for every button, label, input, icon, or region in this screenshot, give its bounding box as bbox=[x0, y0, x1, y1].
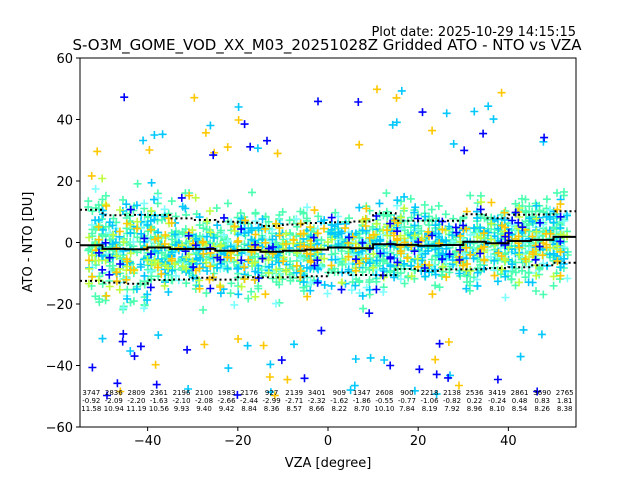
y-tick-label: 60 bbox=[56, 52, 73, 67]
bin-mean-label: -2.99 bbox=[263, 397, 281, 405]
bin-mean-label: -0.92 bbox=[82, 397, 100, 405]
chart-title: S-O3M_GOME_VOD_XX_M03_20251028Z Gridded … bbox=[72, 36, 582, 55]
bin-count-label: 2100 bbox=[195, 389, 213, 397]
bin-count-label: 3690 bbox=[533, 389, 551, 397]
bin-count-label: 3419 bbox=[488, 389, 506, 397]
bin-mean-label: 0.48 bbox=[512, 397, 528, 405]
bin-std-label: 10.56 bbox=[149, 405, 170, 413]
bin-std-label: 11.19 bbox=[126, 405, 146, 413]
bin-count-label: 2608 bbox=[375, 389, 393, 397]
bin-std-label: 8.26 bbox=[534, 405, 550, 413]
bin-count-label: 2836 bbox=[105, 389, 123, 397]
plot-date: Plot date: 2025-10-29 14:15:15 bbox=[371, 25, 576, 40]
bin-count-label: 2361 bbox=[150, 389, 168, 397]
x-axis-label: VZA [degree] bbox=[285, 456, 372, 471]
bin-count-label: 927 bbox=[265, 389, 278, 397]
bin-count-label: 2809 bbox=[127, 389, 145, 397]
bin-std-label: 7.84 bbox=[399, 405, 415, 413]
bin-std-label: 8.57 bbox=[286, 405, 302, 413]
bin-std-label: 8.66 bbox=[309, 405, 325, 413]
bin-count-label: 1983 bbox=[218, 389, 236, 397]
bin-std-label: 9.40 bbox=[196, 405, 212, 413]
bin-count-label: 2218 bbox=[421, 389, 439, 397]
bin-mean-label: -1.62 bbox=[330, 397, 348, 405]
scatter-points bbox=[84, 85, 572, 400]
bin-count-label: 2138 bbox=[443, 389, 461, 397]
bin-count-label: 2176 bbox=[240, 389, 258, 397]
bin-count-label: 2536 bbox=[466, 389, 484, 397]
bin-mean-label: -2.09 bbox=[105, 397, 123, 405]
bin-std-label: 10.94 bbox=[104, 405, 125, 413]
bin-std-label: 8.70 bbox=[354, 405, 370, 413]
mean-line bbox=[80, 235, 576, 253]
x-tick-label: 40 bbox=[500, 434, 517, 449]
bin-std-label: 9.93 bbox=[174, 405, 190, 413]
bin-mean-label: -0.77 bbox=[398, 397, 416, 405]
bin-mean-label: -2.32 bbox=[308, 397, 326, 405]
bin-count-label: 2196 bbox=[173, 389, 191, 397]
bin-count-label: 1347 bbox=[353, 389, 371, 397]
bin-std-label: 9.42 bbox=[219, 405, 235, 413]
x-tick-label: 20 bbox=[410, 434, 427, 449]
axes: −40 −20 0 20 40 −60 −40 −20 0 20 40 60 bbox=[46, 52, 517, 449]
y-tick-label: 20 bbox=[56, 175, 73, 190]
bin-std-label: 8.84 bbox=[241, 405, 257, 413]
bin-std-label: 8.10 bbox=[489, 405, 505, 413]
upper-std-line bbox=[80, 208, 576, 227]
bin-mean-label: -2.08 bbox=[195, 397, 213, 405]
bin-count-label: 2765 bbox=[556, 389, 574, 397]
bin-mean-label: -1.86 bbox=[353, 397, 372, 405]
y-axis-label: ATO - NTO [DU] bbox=[21, 192, 36, 293]
bin-count-label: 909 bbox=[333, 389, 346, 397]
bin-std-label: 8.54 bbox=[512, 405, 528, 413]
bin-std-label: 8.19 bbox=[422, 405, 438, 413]
bin-mean-label: -0.82 bbox=[443, 397, 461, 405]
x-tick-label: −20 bbox=[224, 434, 251, 449]
bin-std-label: 7.92 bbox=[444, 405, 460, 413]
bin-mean-label: -0.24 bbox=[488, 397, 507, 405]
bin-mean-label: 1.81 bbox=[557, 397, 573, 405]
bin-mean-label: -2.44 bbox=[240, 397, 259, 405]
bin-mean-label: 0.83 bbox=[534, 397, 550, 405]
bin-mean-label: -2.66 bbox=[217, 397, 236, 405]
bin-std-label: 8.96 bbox=[467, 405, 483, 413]
bin-mean-label: -1.63 bbox=[150, 397, 168, 405]
bin-std-label: 8.36 bbox=[264, 405, 280, 413]
x-tick-label: 0 bbox=[324, 434, 332, 449]
y-tick-label: −20 bbox=[46, 298, 73, 313]
bin-mean-label: -0.55 bbox=[375, 397, 393, 405]
bin-std-label: 11.58 bbox=[81, 405, 101, 413]
bin-mean-label: -2.10 bbox=[172, 397, 190, 405]
stat-lines bbox=[80, 208, 576, 285]
bin-mean-label: -2.71 bbox=[285, 397, 303, 405]
bin-count-label: 3747 bbox=[82, 389, 100, 397]
bin-std-label: 8.38 bbox=[557, 405, 573, 413]
bin-count-label: 900 bbox=[400, 389, 413, 397]
bin-count-label: 2139 bbox=[285, 389, 303, 397]
bin-count-label: 2861 bbox=[511, 389, 529, 397]
bin-std-label: 10.10 bbox=[374, 405, 394, 413]
y-tick-label: −60 bbox=[46, 421, 73, 436]
bin-count-label: 3401 bbox=[308, 389, 326, 397]
bin-std-label: 8.22 bbox=[332, 405, 348, 413]
x-tick-label: −40 bbox=[134, 434, 161, 449]
y-tick-label: 40 bbox=[56, 114, 73, 129]
y-tick-label: 0 bbox=[65, 237, 73, 252]
y-tick-label: −40 bbox=[46, 360, 73, 375]
bin-mean-label: 0.22 bbox=[467, 397, 483, 405]
bin-mean-label: -1.06 bbox=[420, 397, 439, 405]
lower-std-line bbox=[80, 261, 576, 285]
bin-mean-label: -2.20 bbox=[127, 397, 145, 405]
